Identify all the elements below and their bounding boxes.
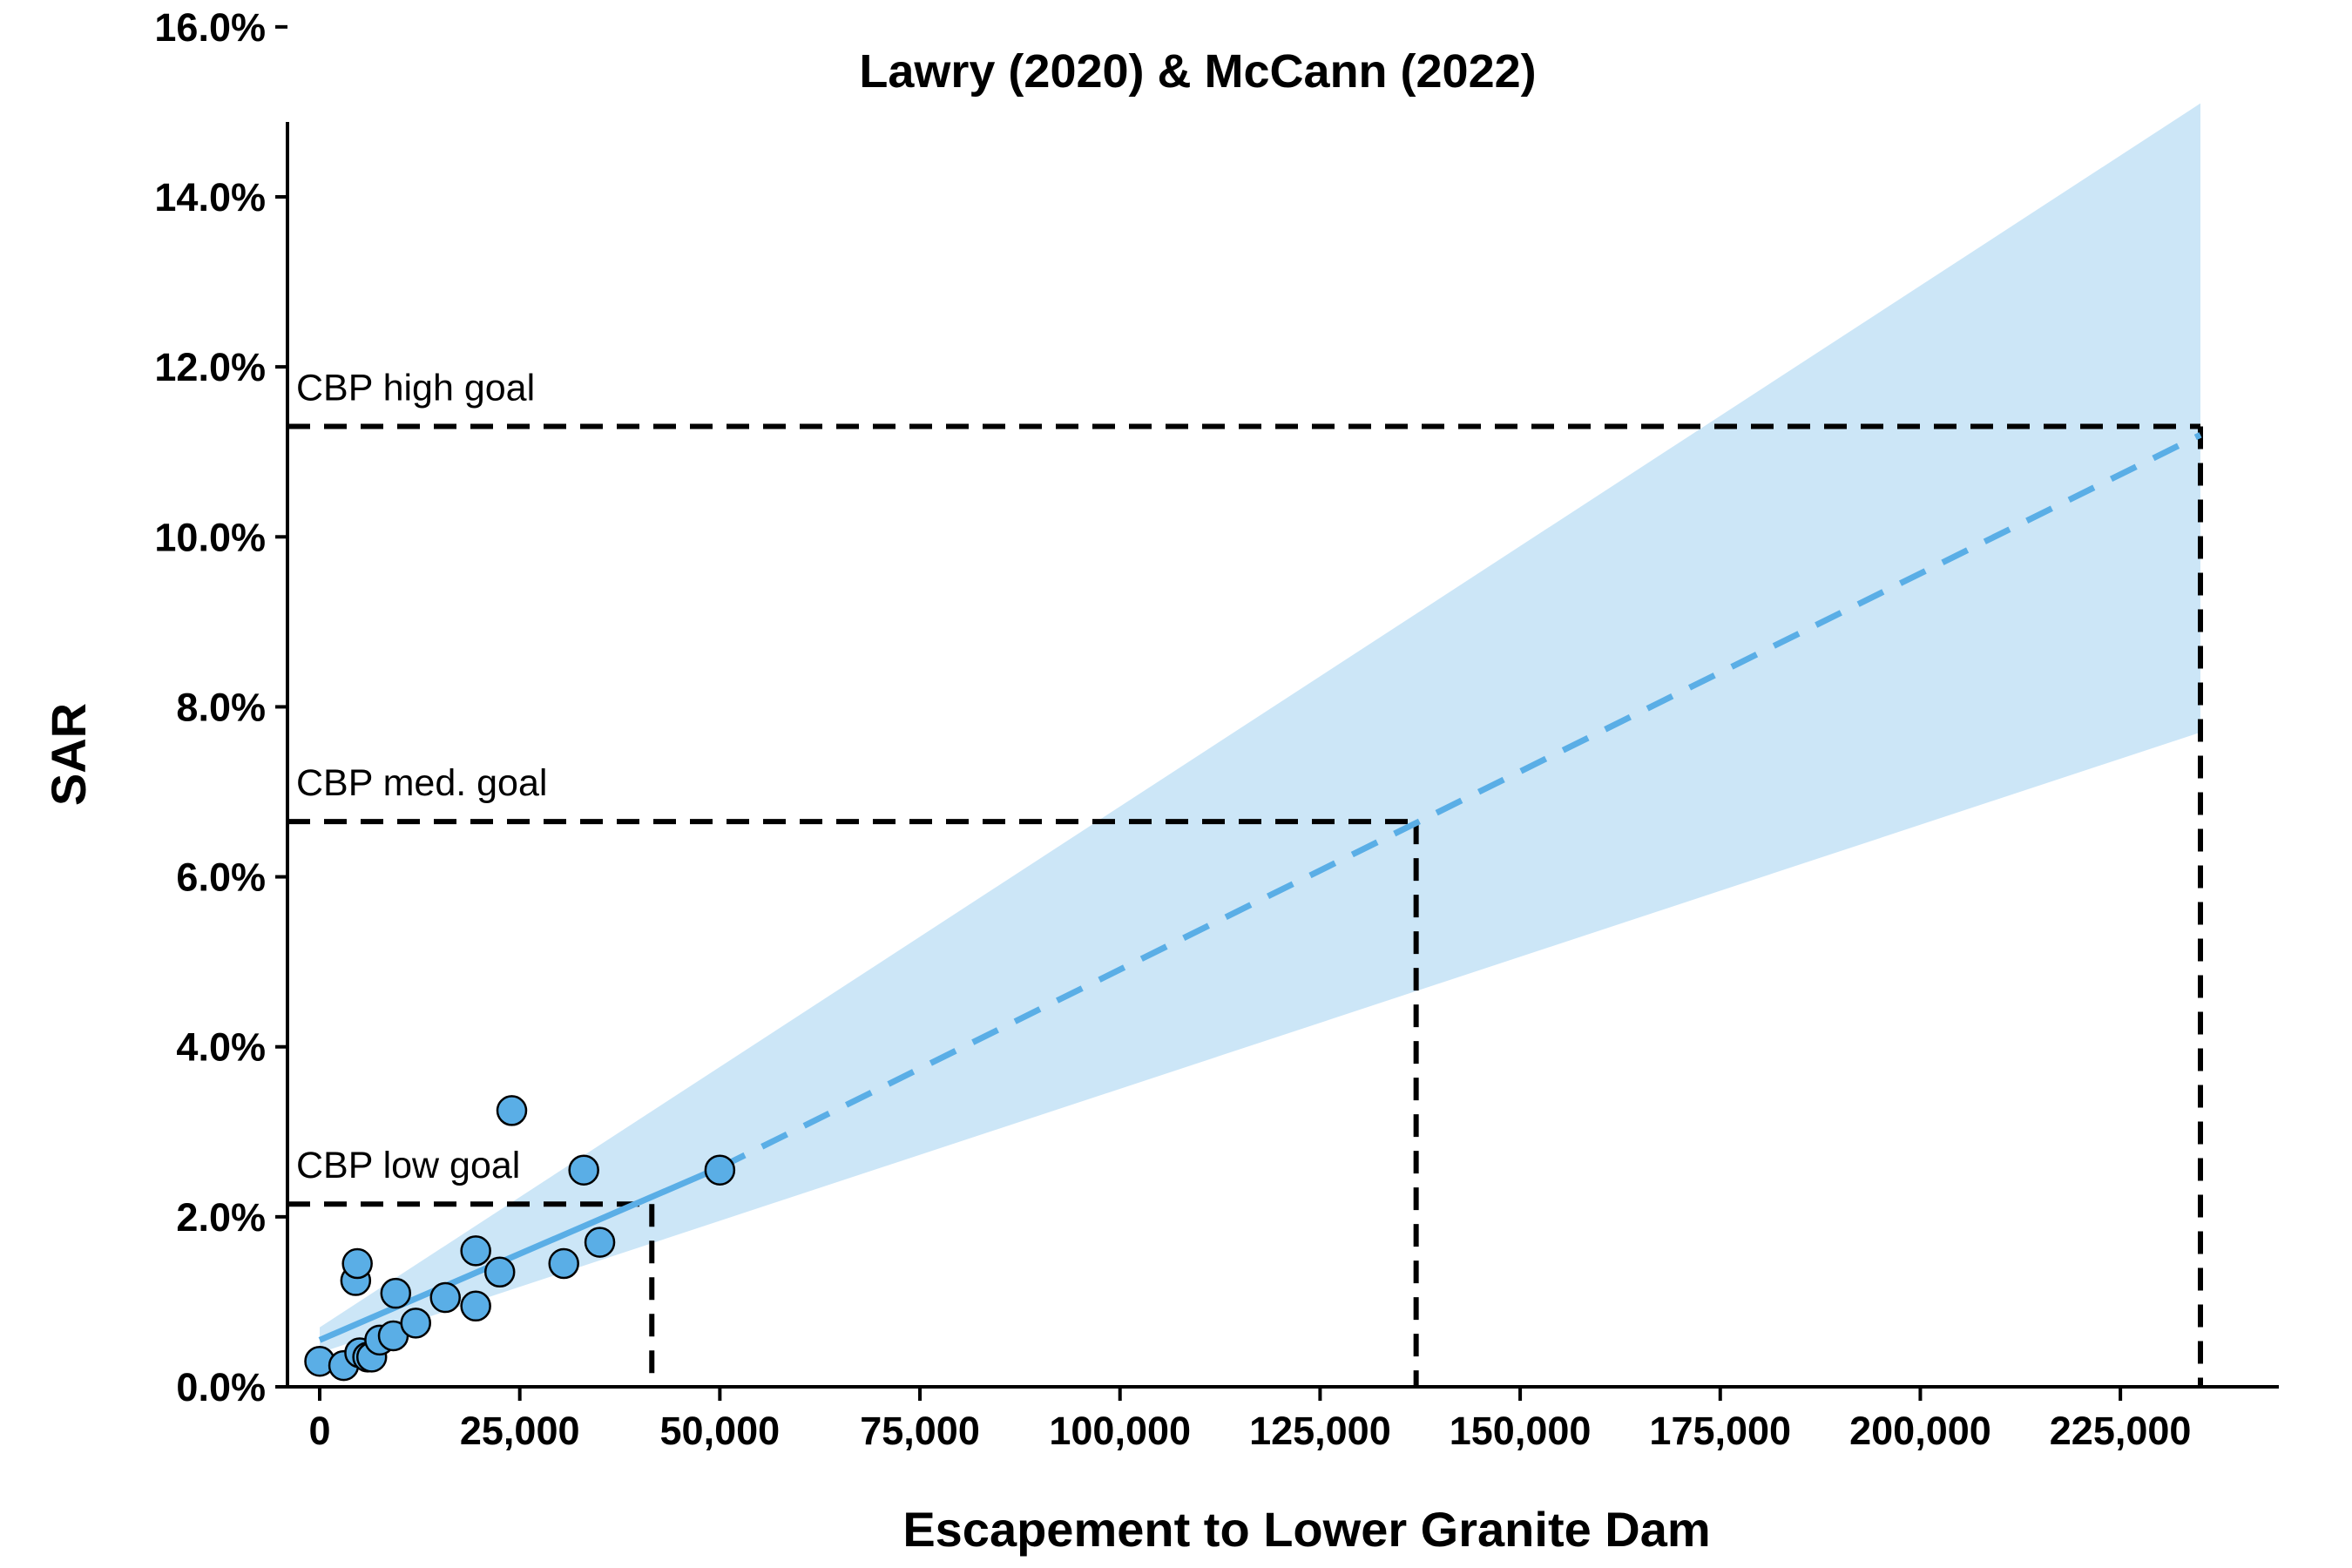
data-point [584, 1227, 616, 1258]
fit-line [318, 432, 2202, 1343]
x-tick-label: 25,000 [460, 1409, 580, 1453]
y-tick-label: 10.0% [154, 515, 266, 559]
fit-line-solid [318, 1165, 721, 1343]
x-tick-label: 75,000 [860, 1409, 980, 1453]
x-tick-label: 0 [308, 1409, 330, 1453]
y-tick-label: 16.0% [154, 5, 266, 50]
x-axis-label: Escapement to Lower Granite Dam [902, 1502, 1710, 1557]
x-tick-label: 150,000 [1450, 1409, 1592, 1453]
data-point [460, 1235, 491, 1267]
goal-label-0: CBP high goal [296, 367, 535, 409]
data-point [483, 1256, 516, 1288]
data-point [704, 1154, 736, 1186]
goal-label-2: CBP low goal [296, 1145, 520, 1186]
y-tick-label: 6.0% [176, 855, 266, 900]
goal-label-1: CBP med. goal [296, 762, 547, 804]
x-ticks: 0 25,000 50,000 75,000 100,000 125,000 150,000… [308, 1387, 2191, 1453]
data-point [380, 1277, 412, 1309]
data-points [304, 1095, 736, 1382]
y-tick-label: 8.0% [176, 685, 266, 729]
confidence-band [320, 103, 2200, 1353]
data-point [568, 1154, 599, 1186]
chart-title: Lawry (2020) & McCann (2022) [859, 45, 1536, 98]
y-tick-label: 4.0% [176, 1025, 266, 1070]
y-axis-label: SAR [41, 703, 96, 806]
y-tick-label: 2.0% [176, 1195, 266, 1240]
data-point [496, 1095, 528, 1126]
y-tick-label: 14.0% [154, 175, 266, 220]
fit-line-dashed [718, 432, 2202, 1171]
data-point [429, 1281, 461, 1314]
data-point [548, 1247, 579, 1280]
x-tick-label: 100,000 [1049, 1409, 1191, 1453]
x-tick-label: 50,000 [660, 1409, 781, 1453]
x-tick-label: 175,000 [1649, 1409, 1791, 1453]
y-tick-label: 12.0% [154, 345, 266, 389]
x-tick-label: 125,000 [1249, 1409, 1391, 1453]
data-point [460, 1290, 491, 1322]
confidence-band-area [320, 103, 2200, 1353]
y-tick-label: 0.0% [176, 1365, 266, 1409]
x-tick-label: 225,000 [2050, 1409, 2192, 1453]
y-ticks: 0.0% 2.0% 4.0% 6.0% 8.0% 10.0% 12.0% 14.0% 16.0% [154, 5, 287, 1409]
data-point [341, 1247, 373, 1280]
data-point [400, 1308, 431, 1339]
goal-lines: CBP high goal CBP med. goal CBP low goal [287, 367, 2203, 1387]
x-tick-label: 200,000 [1849, 1409, 1991, 1453]
